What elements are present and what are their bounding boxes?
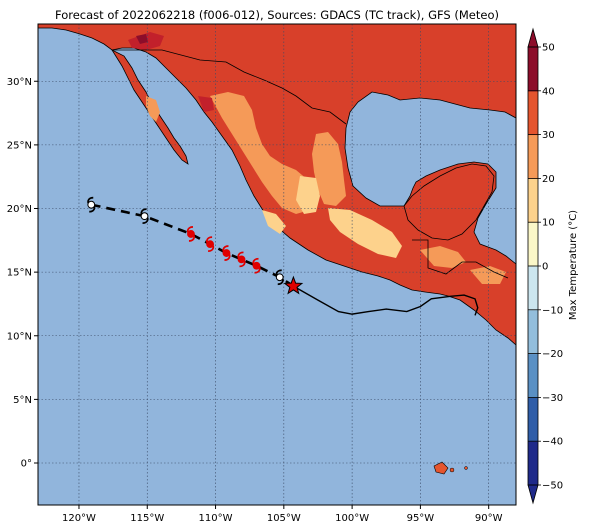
colorbar-tick-label: 50 xyxy=(542,43,555,54)
lat-tick-label: 10°N xyxy=(7,331,32,342)
storm-symbol xyxy=(275,269,284,286)
colorbar-band xyxy=(528,134,538,179)
colorbar-label: Max Temperature (°C) xyxy=(568,210,579,320)
land-warm-patch xyxy=(210,92,314,214)
lat-tick-label: 15°N xyxy=(7,268,32,279)
storm-symbol xyxy=(87,196,96,213)
lat-tick-label: 20°N xyxy=(7,204,32,215)
lon-tick-label: 120°W xyxy=(62,513,96,524)
storm-symbol xyxy=(252,257,261,274)
national-border xyxy=(112,49,347,125)
colorbar-tick-label: −30 xyxy=(542,393,563,404)
lon-tick-label: 95°W xyxy=(407,513,435,524)
figure-title: Forecast of 2022062218 (f006-012), Sourc… xyxy=(55,8,499,22)
colorbar-tick-label: 40 xyxy=(542,86,555,97)
storm-symbol xyxy=(140,208,149,225)
colorbar: 50 40 30 20 10 0 −10 −20 −30 −40 −50 xyxy=(527,27,563,505)
lon-tick-label: 115°W xyxy=(130,513,164,524)
colorbar-tick-label: −40 xyxy=(542,437,563,448)
colorbar-tick-label: 20 xyxy=(542,174,555,185)
colorbar-band xyxy=(528,266,538,311)
storm-eye xyxy=(87,200,96,209)
storm-markers xyxy=(87,196,304,295)
lat-tick-label: 0° xyxy=(21,459,32,470)
island xyxy=(464,466,468,470)
colorbar-extend-max xyxy=(527,27,539,48)
storm-symbol xyxy=(186,226,196,242)
past-track-line xyxy=(293,285,479,316)
lon-tick-label: 110°W xyxy=(199,513,233,524)
map-area xyxy=(38,24,516,505)
colorbar-tick-label: −20 xyxy=(542,349,563,360)
colorbar-extend-min xyxy=(527,484,539,505)
colorbar-tick-label: −10 xyxy=(542,305,563,316)
lat-tick-label: 25°N xyxy=(7,140,32,151)
national-border xyxy=(412,239,509,279)
colorbar-band xyxy=(528,47,538,92)
land-mild-patch xyxy=(262,210,286,234)
colorbar-tick-label: 0 xyxy=(542,262,548,273)
colorbar-band xyxy=(528,441,538,486)
lon-tick-label: 90°W xyxy=(475,513,503,524)
colorbar-band xyxy=(528,353,538,398)
current-position-star xyxy=(283,275,304,295)
colorbar-band xyxy=(528,309,538,355)
yucatan-peninsula xyxy=(403,163,495,241)
longitude-ticks: 120°W 115°W 110°W 105°W 100°W 95°W 90°W xyxy=(62,505,503,524)
island-group xyxy=(433,461,449,475)
lon-tick-label: 100°W xyxy=(335,513,369,524)
storm-eye xyxy=(187,230,195,238)
storm-symbol xyxy=(237,251,246,268)
island xyxy=(449,467,455,473)
land-warm-patch xyxy=(470,266,506,284)
colorbar-tick-label: 10 xyxy=(542,218,555,229)
land-temperature-field xyxy=(38,24,516,475)
land-mild-patch xyxy=(296,176,320,214)
lat-tick-label: 5°N xyxy=(13,395,32,406)
colorbar-band xyxy=(528,90,538,136)
colorbar-tick-label: 30 xyxy=(542,130,555,141)
storm-symbol xyxy=(206,236,215,253)
storm-eye xyxy=(222,249,231,257)
colorbar-band xyxy=(528,178,538,223)
colorbar-band xyxy=(528,397,538,442)
storm-eye xyxy=(206,240,214,249)
colorbar-tick-label: −50 xyxy=(542,481,563,492)
land-warm-patch xyxy=(420,246,466,268)
colorbar-band xyxy=(528,222,538,267)
lon-tick-label: 105°W xyxy=(267,513,301,524)
land-very-hot-patch xyxy=(198,96,214,112)
land-mild-patch xyxy=(328,208,402,258)
land-warm-patch xyxy=(312,132,346,206)
storm-eye xyxy=(252,261,261,270)
land-warm-patch xyxy=(146,96,160,122)
storm-eye xyxy=(237,255,246,264)
storm-symbol xyxy=(222,245,231,261)
storm-eye xyxy=(275,273,284,282)
latitude-ticks: 30°N 25°N 20°N 15°N 10°N 5°N 0° xyxy=(7,77,38,470)
land-very-hot-patch xyxy=(136,34,148,44)
map-frame xyxy=(37,23,517,506)
storm-eye xyxy=(140,212,149,221)
lat-tick-label: 30°N xyxy=(7,77,32,88)
